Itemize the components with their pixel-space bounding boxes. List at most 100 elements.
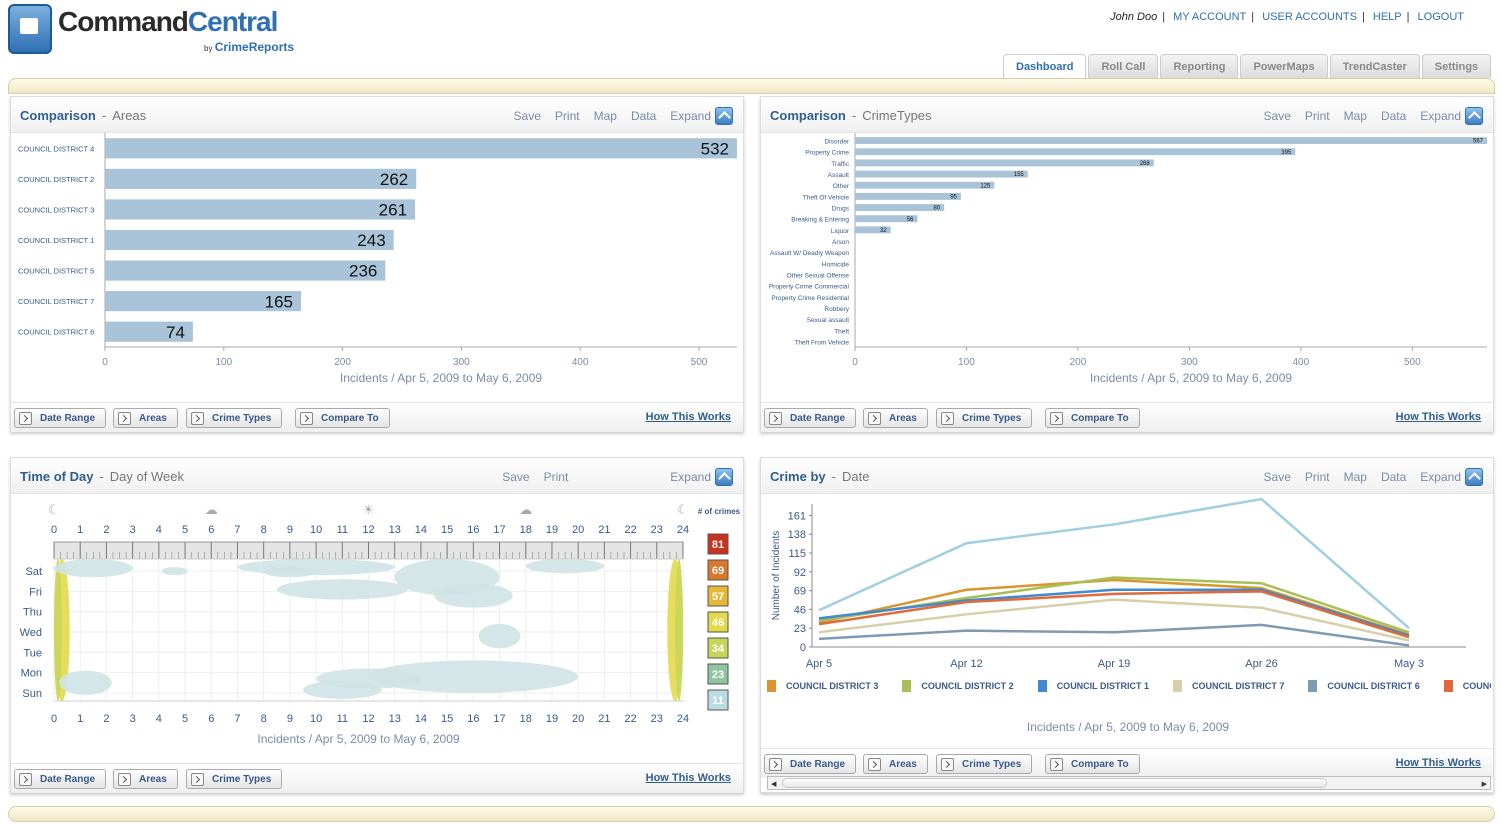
scroll-right-icon[interactable]: ▶ (1481, 781, 1487, 788)
save-link[interactable]: Save (1263, 470, 1291, 484)
series-line (818, 576, 1410, 634)
scrollbar-thumb[interactable] (782, 778, 1327, 788)
legend-item[interactable]: COUNCIL DISTRICT 5 (1443, 680, 1491, 692)
expand-icon[interactable] (715, 468, 733, 486)
crime-types-button[interactable]: Crime Types (936, 754, 1033, 774)
hour-label-top: 15 (441, 524, 453, 536)
bar-value-label: 532 (701, 139, 729, 158)
bar-value-label: 125 (980, 183, 991, 189)
legend-item[interactable]: COUNCIL DISTRICT 3 (767, 680, 878, 692)
tab-roll-call[interactable]: Roll Call (1088, 54, 1159, 78)
legend-item[interactable]: COUNCIL DISTRICT 2 (902, 680, 1014, 692)
chevron-right-icon (19, 411, 32, 425)
hour-label-top: 19 (546, 524, 558, 536)
hour-label-top: 22 (624, 524, 636, 536)
hour-label-bottom: 15 (441, 713, 453, 725)
date-range-button[interactable]: Date Range (14, 769, 107, 789)
hour-label-top: 18 (520, 524, 532, 536)
how-this-works-link[interactable]: How This Works (1395, 757, 1481, 769)
save-link[interactable]: Save (513, 109, 541, 123)
user-nav: John Doo | MY ACCOUNT | USER ACCOUNTS | HEL… (1110, 11, 1464, 23)
help-link[interactable]: HELP (1372, 11, 1402, 23)
hour-label-top: 5 (182, 524, 188, 536)
content-top-bar (8, 78, 1495, 94)
legend-item[interactable]: COUNCIL DISTRICT 1 (1037, 680, 1149, 692)
expand-icon[interactable] (1465, 107, 1483, 125)
data-link[interactable]: Data (1380, 470, 1407, 484)
heat-blob (302, 680, 382, 699)
tab-dashboard[interactable]: Dashboard (1003, 54, 1087, 79)
category-label: Assault (828, 172, 850, 179)
how-this-works-link[interactable]: How This Works (645, 772, 731, 784)
date-range-button[interactable]: Date Range (764, 754, 857, 774)
data-link[interactable]: Data (1380, 109, 1407, 123)
expand-icon[interactable] (1465, 468, 1483, 486)
how-this-works-link[interactable]: How This Works (645, 411, 731, 423)
panel-comparison-areas: Comparison - Areas Save Print Map Data Exp… (10, 96, 744, 432)
expand-link[interactable]: Expand (670, 470, 711, 484)
crime-types-button[interactable]: Crime Types (186, 408, 283, 428)
category-label: Theft From Vehicle (794, 339, 849, 346)
bar-value-label: 243 (357, 231, 385, 250)
compare-to-button[interactable]: Compare To (1045, 754, 1140, 774)
how-this-works-link[interactable]: How This Works (1395, 411, 1481, 423)
hour-label-top: 23 (651, 524, 663, 536)
chevron-right-icon (1050, 411, 1063, 425)
map-link[interactable]: Map (1343, 109, 1367, 123)
panel-comparison-crimetypes: Comparison - CrimeTypes Save Print Map Dat… (760, 96, 1494, 432)
hour-label-top: 13 (389, 524, 401, 536)
logout-link[interactable]: LOGOUT (1417, 11, 1464, 23)
print-link[interactable]: Print (543, 470, 569, 484)
user-accounts-link[interactable]: USER ACCOUNTS (1262, 11, 1357, 23)
bar (105, 138, 737, 159)
expand-link[interactable]: Expand (1420, 470, 1461, 484)
chevron-right-icon (118, 772, 131, 786)
expand-icon[interactable] (715, 107, 733, 125)
panel-actions: Save Print Map Data Expand (1250, 107, 1483, 125)
save-link[interactable]: Save (1263, 109, 1291, 123)
areas-button[interactable]: Areas (113, 408, 178, 428)
tab-powermaps[interactable]: PowerMaps (1240, 54, 1328, 78)
house-icon (8, 4, 52, 54)
scroll-left-icon[interactable]: ◀ (771, 781, 777, 788)
areas-button[interactable]: Areas (113, 769, 178, 789)
tab-reporting[interactable]: Reporting (1160, 54, 1239, 78)
sun-icon: ☀ (363, 502, 375, 517)
logo[interactable]: CommandCentral by CrimeReports (8, 4, 308, 60)
hour-label-bottom: 17 (493, 713, 505, 725)
save-link[interactable]: Save (502, 470, 530, 484)
x-axis-label: Incidents / Apr 5, 2009 to May 6, 2009 (257, 732, 459, 746)
compare-to-button[interactable]: Compare To (295, 408, 390, 428)
print-link[interactable]: Print (1304, 109, 1330, 123)
panel-title: Time of Day - Day of Week (20, 469, 184, 484)
map-link[interactable]: Map (1343, 470, 1367, 484)
tab-settings[interactable]: Settings (1421, 54, 1492, 78)
date-range-button[interactable]: Date Range (14, 408, 107, 428)
data-link[interactable]: Data (630, 109, 657, 123)
crime-types-button[interactable]: Crime Types (936, 408, 1033, 428)
legend-value: 69 (712, 565, 724, 577)
compare-to-button[interactable]: Compare To (1045, 408, 1140, 428)
bar (855, 204, 945, 211)
legend-label: COUNCIL DISTRICT 2 (921, 681, 1014, 691)
tab-trendcaster[interactable]: TrendCaster (1329, 54, 1420, 78)
expand-link[interactable]: Expand (1420, 109, 1461, 123)
areas-button[interactable]: Areas (863, 754, 928, 774)
chevron-right-icon (941, 411, 954, 425)
areas-button[interactable]: Areas (863, 408, 928, 428)
x-tick-label: Apr 19 (1098, 658, 1130, 670)
print-link[interactable]: Print (554, 109, 580, 123)
panel-title: Crime by - Date (770, 469, 870, 484)
legend-item[interactable]: COUNCIL DISTRICT 6 (1308, 680, 1420, 692)
legend-item[interactable]: COUNCIL DISTRICT 7 (1173, 680, 1284, 692)
print-link[interactable]: Print (1304, 470, 1330, 484)
x-tick-label: 0 (102, 357, 108, 368)
map-link[interactable]: Map (593, 109, 617, 123)
expand-link[interactable]: Expand (670, 109, 711, 123)
heat-blob (675, 559, 683, 701)
date-range-button[interactable]: Date Range (764, 408, 857, 428)
x-axis-label: Incidents / Apr 5, 2009 to May 6, 2009 (340, 371, 542, 385)
horizontal-scrollbar[interactable]: ◀ ▶ (767, 776, 1491, 790)
my-account-link[interactable]: MY ACCOUNT (1173, 11, 1247, 23)
crime-types-button[interactable]: Crime Types (186, 769, 283, 789)
